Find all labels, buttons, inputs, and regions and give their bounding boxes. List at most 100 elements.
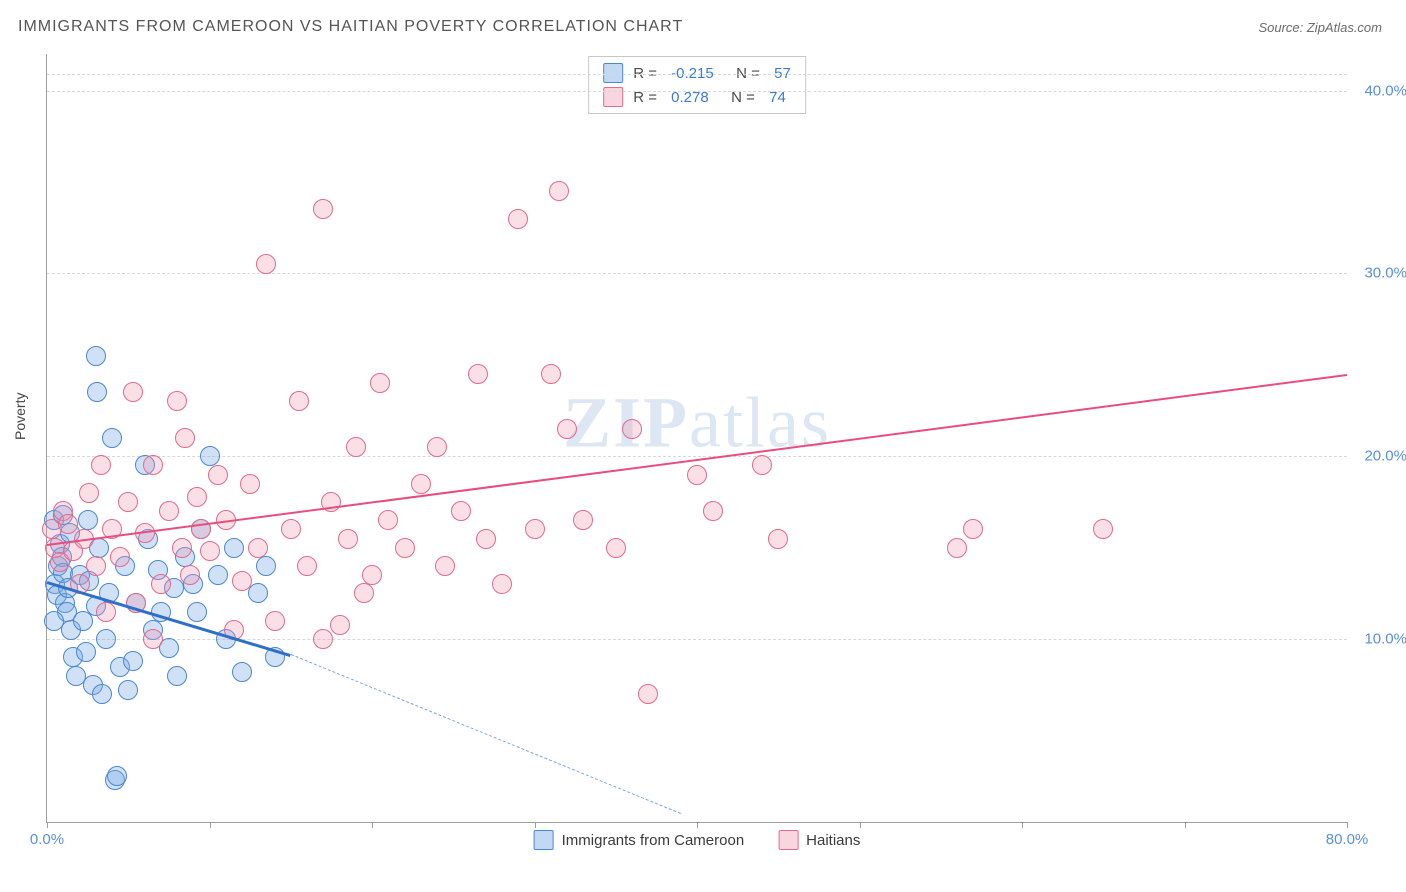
data-point-haitians xyxy=(265,611,285,631)
data-point-haitians xyxy=(378,510,398,530)
legend-row-haitians: R = 0.278 N = 74 xyxy=(589,85,805,109)
y-tick-label: 30.0% xyxy=(1364,265,1406,282)
trendline-haitians xyxy=(47,374,1347,546)
data-point-haitians xyxy=(1093,519,1113,539)
data-point-haitians xyxy=(313,199,333,219)
data-point-cameroon xyxy=(224,538,244,558)
data-point-haitians xyxy=(963,519,983,539)
data-point-haitians xyxy=(281,519,301,539)
y-tick-label: 10.0% xyxy=(1364,631,1406,648)
scatter-plot: ZIPatlas R = -0.215 N = 57 R = 0.278 N =… xyxy=(46,54,1347,823)
data-point-cameroon xyxy=(78,510,98,530)
data-point-haitians xyxy=(232,571,252,591)
data-point-haitians xyxy=(187,487,207,507)
x-tick xyxy=(1022,822,1023,828)
data-point-haitians xyxy=(622,419,642,439)
data-point-cameroon xyxy=(167,666,187,686)
data-point-haitians xyxy=(362,565,382,585)
x-tick xyxy=(697,822,698,828)
data-point-haitians xyxy=(313,629,333,649)
data-point-haitians xyxy=(395,538,415,558)
x-tick xyxy=(1347,822,1348,828)
x-tick-label: 0.0% xyxy=(30,831,64,848)
series-legend: Immigrants from Cameroon Haitians xyxy=(534,830,861,850)
data-point-haitians xyxy=(492,574,512,594)
legend-label-cameroon: Immigrants from Cameroon xyxy=(562,832,745,849)
legend-swatch-pink xyxy=(778,830,798,850)
x-tick-label: 80.0% xyxy=(1326,831,1369,848)
data-point-haitians xyxy=(370,373,390,393)
y-tick-label: 20.0% xyxy=(1364,448,1406,465)
legend-r-label: R = xyxy=(633,65,661,82)
watermark: ZIPatlas xyxy=(563,381,831,464)
legend-item-cameroon: Immigrants from Cameroon xyxy=(534,830,745,850)
trendline-cameroon-extrapolated xyxy=(291,654,681,814)
data-point-cameroon xyxy=(102,428,122,448)
data-point-haitians xyxy=(752,455,772,475)
data-point-cameroon xyxy=(256,556,276,576)
data-point-cameroon xyxy=(107,766,127,786)
correlation-legend: R = -0.215 N = 57 R = 0.278 N = 74 xyxy=(588,56,806,114)
data-point-haitians xyxy=(151,574,171,594)
x-tick xyxy=(535,822,536,828)
source-label: Source: ZipAtlas.com xyxy=(1258,20,1382,35)
data-point-haitians xyxy=(123,382,143,402)
data-point-haitians xyxy=(557,419,577,439)
data-point-haitians xyxy=(703,501,723,521)
data-point-haitians xyxy=(143,629,163,649)
data-point-haitians xyxy=(411,474,431,494)
legend-n-value-cameroon: 57 xyxy=(774,65,791,82)
data-point-haitians xyxy=(451,501,471,521)
legend-swatch-blue xyxy=(603,63,623,83)
legend-swatch-blue xyxy=(534,830,554,850)
data-point-haitians xyxy=(346,437,366,457)
data-point-haitians xyxy=(549,181,569,201)
data-point-cameroon xyxy=(200,446,220,466)
data-point-haitians xyxy=(200,541,220,561)
gridline xyxy=(47,91,1347,92)
x-tick xyxy=(47,822,48,828)
legend-item-haitians: Haitians xyxy=(778,830,860,850)
data-point-cameroon xyxy=(208,565,228,585)
data-point-haitians xyxy=(354,583,374,603)
x-tick xyxy=(860,822,861,828)
x-tick xyxy=(1185,822,1186,828)
data-point-haitians xyxy=(541,364,561,384)
legend-row-cameroon: R = -0.215 N = 57 xyxy=(589,61,805,85)
data-point-cameroon xyxy=(248,583,268,603)
data-point-haitians xyxy=(118,492,138,512)
gridline xyxy=(47,273,1347,274)
data-point-haitians xyxy=(79,483,99,503)
data-point-haitians xyxy=(180,565,200,585)
source-link[interactable]: ZipAtlas.com xyxy=(1307,20,1382,35)
data-point-haitians xyxy=(240,474,260,494)
data-point-haitians xyxy=(338,529,358,549)
data-point-haitians xyxy=(468,364,488,384)
data-point-haitians xyxy=(768,529,788,549)
data-point-haitians xyxy=(143,455,163,475)
data-point-haitians xyxy=(248,538,268,558)
data-point-cameroon xyxy=(44,611,64,631)
data-point-haitians xyxy=(427,437,447,457)
data-point-cameroon xyxy=(86,346,106,366)
data-point-haitians xyxy=(687,465,707,485)
data-point-cameroon xyxy=(76,642,96,662)
x-tick xyxy=(372,822,373,828)
data-point-cameroon xyxy=(123,651,143,671)
data-point-haitians xyxy=(86,556,106,576)
data-point-haitians xyxy=(159,501,179,521)
data-point-haitians xyxy=(58,514,78,534)
data-point-haitians xyxy=(167,391,187,411)
data-point-haitians xyxy=(297,556,317,576)
data-point-haitians xyxy=(330,615,350,635)
data-point-haitians xyxy=(525,519,545,539)
data-point-cameroon xyxy=(187,602,207,622)
chart-title: IMMIGRANTS FROM CAMEROON VS HAITIAN POVE… xyxy=(18,18,683,36)
gridline xyxy=(47,74,1347,75)
y-axis-label: Poverty xyxy=(12,393,28,440)
data-point-haitians xyxy=(606,538,626,558)
data-point-cameroon xyxy=(232,662,252,682)
data-point-haitians xyxy=(435,556,455,576)
y-tick-label: 40.0% xyxy=(1364,82,1406,99)
data-point-cameroon xyxy=(96,629,116,649)
